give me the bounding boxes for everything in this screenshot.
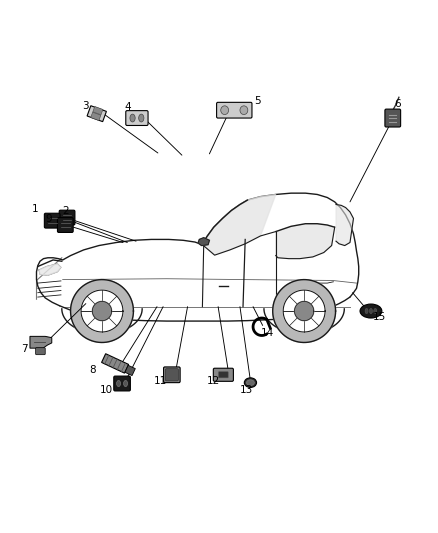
- Polygon shape: [283, 290, 325, 332]
- Text: 7: 7: [21, 344, 28, 353]
- Text: 15: 15: [373, 312, 386, 322]
- Ellipse shape: [124, 381, 127, 386]
- Text: 11: 11: [153, 376, 167, 386]
- Polygon shape: [81, 290, 123, 332]
- Text: 9: 9: [46, 214, 52, 224]
- FancyBboxPatch shape: [59, 210, 75, 225]
- Text: 2: 2: [62, 206, 69, 216]
- FancyBboxPatch shape: [213, 368, 233, 381]
- Polygon shape: [102, 354, 129, 373]
- Ellipse shape: [130, 114, 135, 122]
- Text: 3: 3: [82, 101, 89, 111]
- Text: 4: 4: [125, 102, 131, 112]
- Ellipse shape: [365, 309, 368, 313]
- FancyBboxPatch shape: [44, 213, 60, 228]
- FancyBboxPatch shape: [217, 102, 252, 118]
- Polygon shape: [92, 302, 112, 321]
- Ellipse shape: [374, 309, 377, 313]
- Polygon shape: [93, 107, 103, 115]
- Text: 10: 10: [100, 385, 113, 394]
- FancyBboxPatch shape: [385, 109, 401, 127]
- FancyBboxPatch shape: [35, 348, 45, 354]
- FancyBboxPatch shape: [114, 376, 131, 391]
- Ellipse shape: [247, 380, 254, 385]
- Ellipse shape: [360, 304, 382, 318]
- Polygon shape: [91, 112, 101, 120]
- Text: 5: 5: [254, 96, 261, 107]
- Polygon shape: [336, 205, 353, 246]
- Polygon shape: [198, 238, 209, 246]
- Polygon shape: [125, 365, 135, 376]
- Text: 13: 13: [240, 385, 253, 394]
- Ellipse shape: [139, 114, 144, 122]
- Polygon shape: [273, 280, 336, 343]
- Polygon shape: [87, 106, 106, 122]
- Ellipse shape: [117, 381, 120, 386]
- Polygon shape: [30, 336, 52, 348]
- Text: 1: 1: [32, 204, 39, 214]
- Ellipse shape: [221, 106, 229, 115]
- Polygon shape: [202, 195, 276, 255]
- Ellipse shape: [240, 106, 248, 115]
- Text: 12: 12: [207, 376, 220, 386]
- Ellipse shape: [369, 309, 372, 313]
- Polygon shape: [71, 280, 134, 343]
- Polygon shape: [294, 302, 314, 321]
- Text: 6: 6: [395, 99, 401, 109]
- Polygon shape: [39, 264, 61, 275]
- FancyBboxPatch shape: [219, 372, 228, 378]
- Ellipse shape: [244, 378, 257, 387]
- FancyBboxPatch shape: [126, 111, 148, 125]
- Text: 14: 14: [261, 328, 275, 338]
- Polygon shape: [276, 224, 335, 259]
- FancyBboxPatch shape: [165, 369, 178, 381]
- FancyBboxPatch shape: [163, 367, 180, 383]
- FancyBboxPatch shape: [57, 217, 73, 232]
- Text: 8: 8: [89, 366, 95, 375]
